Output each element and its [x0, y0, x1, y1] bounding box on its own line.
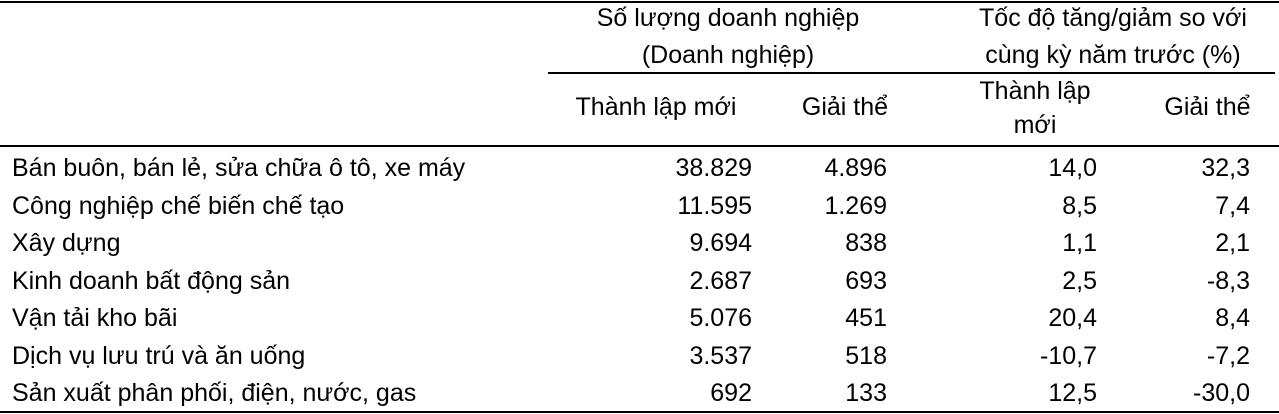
bottom-rule — [0, 411, 1279, 413]
cell-value: 4.896 — [824, 154, 887, 182]
cell-value: 692 — [710, 379, 752, 407]
cell-value: 8,4 — [1215, 304, 1250, 332]
cell-value: 1,1 — [1062, 229, 1097, 257]
group-header: Tốc độ tăng/giảm so với cùng kỳ năm trước… — [948, 0, 1278, 74]
header-line: mới — [1013, 111, 1057, 139]
header-line: Thành lập — [979, 77, 1091, 105]
cell-value: 11.595 — [677, 191, 752, 220]
column-header: Thành lập mới — [556, 90, 756, 124]
column-header: Thành lập mới — [950, 74, 1120, 142]
cell-value: 2,1 — [1215, 229, 1250, 257]
cell-value: 32,3 — [1201, 154, 1250, 182]
header-line: Số lượng doanh nghiệp — [596, 4, 860, 32]
header-line: Giải thể — [801, 93, 889, 121]
cell-value: 693 — [845, 266, 887, 295]
row-label: Công nghiệp chế biến chế tạo — [12, 191, 345, 220]
cell-value: 518 — [845, 341, 887, 370]
cell-value: 14,0 — [1048, 154, 1097, 182]
header-rule — [0, 145, 1279, 147]
header-line: (Doanh nghiệp) — [641, 41, 815, 69]
cell-value: 133 — [845, 379, 887, 407]
group-rule — [548, 72, 1275, 74]
column-header: Giải thể — [780, 90, 910, 124]
cell-value: 20,4 — [1048, 304, 1097, 332]
cell-value: 2,5 — [1062, 266, 1097, 295]
cell-value: 2.687 — [689, 266, 752, 295]
cell-value: -7,2 — [1206, 341, 1250, 370]
row-label: Sản xuất phân phối, điện, nước, gas — [12, 379, 417, 407]
cell-value: -8,3 — [1206, 266, 1250, 295]
header-line: cùng kỳ năm trước (%) — [985, 41, 1241, 69]
cell-value: 8,5 — [1062, 191, 1097, 220]
cell-value: 5.076 — [689, 304, 752, 332]
cell-value: 1.269 — [824, 191, 887, 220]
cell-value: 3.537 — [689, 341, 752, 370]
row-label: Xây dựng — [12, 229, 121, 257]
row-label: Vận tải kho bãi — [12, 304, 178, 332]
cell-value: 7,4 — [1215, 191, 1250, 220]
header-line: Tốc độ tăng/giảm so với — [979, 4, 1247, 32]
row-label: Bán buôn, bán lẻ, sửa chữa ô tô, xe máy — [12, 154, 466, 182]
cell-value: -10,7 — [1040, 341, 1097, 370]
cell-value: 9.694 — [689, 229, 752, 257]
row-label: Dịch vụ lưu trú và ăn uống — [12, 341, 306, 370]
row-label: Kinh doanh bất động sản — [12, 266, 291, 295]
cell-value: 838 — [845, 229, 887, 257]
group-header: Số lượng doanh nghiệp (Doanh nghiệp) — [548, 0, 908, 74]
header-line: Thành lập mới — [575, 93, 737, 121]
column-header: Giải thể — [1140, 90, 1275, 124]
cell-value: 12,5 — [1048, 379, 1097, 407]
cell-value: 451 — [845, 304, 887, 332]
cell-value: -30,0 — [1193, 379, 1250, 407]
header-line: Giải thể — [1164, 93, 1251, 121]
top-rule — [0, 1, 1279, 3]
cell-value: 38.829 — [675, 154, 752, 182]
